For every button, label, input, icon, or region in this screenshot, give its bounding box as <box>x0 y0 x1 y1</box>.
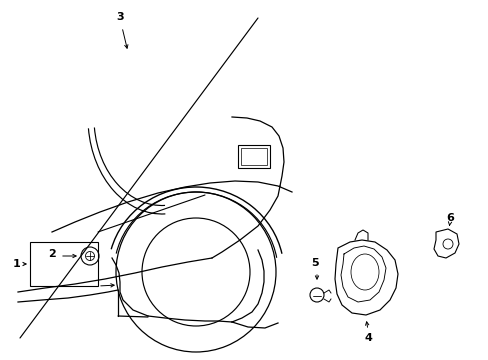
Bar <box>30 242 98 286</box>
Text: 1: 1 <box>13 259 21 269</box>
Bar <box>238 145 269 168</box>
Text: 5: 5 <box>310 258 318 268</box>
Text: 3: 3 <box>116 12 123 22</box>
Bar <box>241 148 266 165</box>
Text: 6: 6 <box>445 213 453 223</box>
Text: 4: 4 <box>364 333 371 343</box>
Text: 2: 2 <box>48 249 56 259</box>
